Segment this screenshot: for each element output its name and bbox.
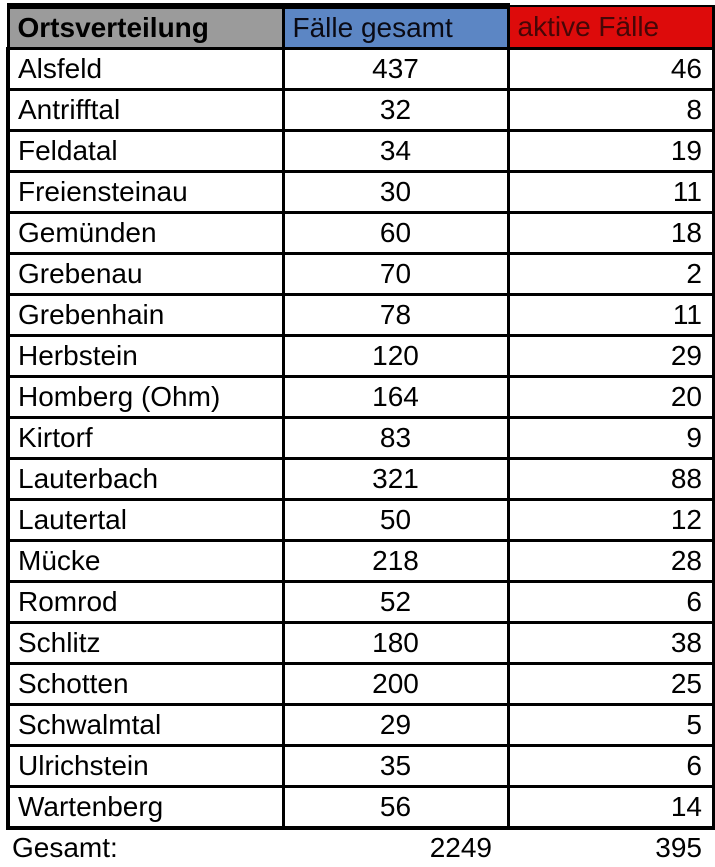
active-cases-cell: 38 [506,621,715,665]
total-cases-cell: 35 [281,744,510,788]
active-cases-cell: 12 [506,498,715,542]
total-cases-cell: 164 [281,375,510,419]
total-cases-cell: 180 [281,621,510,665]
municipality-cell: Lauterbach [6,457,285,501]
table-row: Grebenhain 78 11 [6,293,715,337]
table-row: Homberg (Ohm) 164 20 [6,375,715,419]
table-row: Mücke 218 28 [6,539,715,583]
total-cases-cell: 437 [281,47,510,91]
municipality-cell: Schotten [6,662,285,706]
active-cases-cell: 29 [506,334,715,378]
total-cases-cell: 56 [281,785,510,830]
total-cases-cell: 321 [281,457,510,501]
active-cases-cell: 5 [506,703,715,747]
municipality-cell: Herbstein [6,334,285,378]
total-cases-cell: 50 [281,498,510,542]
active-cases-cell: 6 [506,744,715,788]
active-cases-cell: 9 [506,416,715,460]
active-cases-cell: 6 [506,580,715,624]
municipality-cell: Wartenberg [6,785,285,830]
municipality-cell: Grebenhain [6,293,285,337]
municipality-cell: Antrifftal [6,88,285,132]
total-cases-cell: 70 [281,252,510,296]
table-row: Lauterbach 321 88 [6,457,715,501]
header-cell-ortsverteilung: Ortsverteilung [6,3,285,50]
total-cases-cell: 29 [281,703,510,747]
table-row: Gemünden 60 18 [6,211,715,255]
active-cases-cell: 2 [506,252,715,296]
table-row: Kirtorf 83 9 [6,416,715,460]
municipality-cell: Lautertal [6,498,285,542]
active-cases-cell: 25 [506,662,715,706]
header-cell-faelle-gesamt: Fälle gesamt [281,3,510,50]
table-row: Schotten 200 25 [6,662,715,706]
totals-total-cases: 2249 [429,831,492,863]
active-cases-cell: 20 [506,375,715,419]
municipality-cell: Kirtorf [6,416,285,460]
table-row: Romrod 52 6 [6,580,715,624]
active-cases-cell: 88 [506,457,715,501]
total-cases-cell: 52 [281,580,510,624]
total-cases-cell: 200 [281,662,510,706]
municipality-cell: Mücke [6,539,285,583]
table-row: Herbstein 120 29 [6,334,715,378]
totals-row: Gesamt: 2249 395 [0,828,715,867]
total-cases-cell: 218 [281,539,510,583]
header-row: Ortsverteilung Fälle gesamt aktive Fälle [6,3,715,50]
active-cases-cell: 46 [506,47,715,91]
table-row: Wartenberg 56 14 [6,785,715,830]
active-cases-cell: 11 [506,293,715,337]
municipality-cell: Gemünden [6,211,285,255]
total-cases-cell: 120 [281,334,510,378]
municipality-cell: Schlitz [6,621,285,665]
active-cases-cell: 19 [506,129,715,173]
total-cases-cell: 78 [281,293,510,337]
active-cases-cell: 14 [506,785,715,830]
table-row: Feldatal 34 19 [6,129,715,173]
table-row: Grebenau 70 2 [6,252,715,296]
totals-label: Gesamt: [12,831,118,863]
totals-active-cases: 395 [655,831,702,863]
municipality-cell: Feldatal [6,129,285,173]
active-cases-cell: 28 [506,539,715,583]
municipality-cell: Grebenau [6,252,285,296]
active-cases-cell: 8 [506,88,715,132]
table-row: Schwalmtal 29 5 [6,703,715,747]
total-cases-cell: 83 [281,416,510,460]
table-row: Freiensteinau 30 11 [6,170,715,214]
municipality-cell: Alsfeld [6,47,285,91]
header-cell-aktive-faelle: aktive Fälle [506,5,715,50]
active-cases-cell: 18 [506,211,715,255]
table-row: Ulrichstein 35 6 [6,744,715,788]
municipality-cell: Romrod [6,580,285,624]
active-cases-cell: 11 [506,170,715,214]
table-row: Schlitz 180 38 [6,621,715,665]
total-cases-cell: 32 [281,88,510,132]
total-cases-cell: 34 [281,129,510,173]
table-row: Lautertal 50 12 [6,498,715,542]
table-row: Antrifftal 32 8 [6,88,715,132]
total-cases-cell: 60 [281,211,510,255]
municipality-cell: Schwalmtal [6,703,285,747]
total-cases-cell: 30 [281,170,510,214]
municipality-cell: Homberg (Ohm) [6,375,285,419]
municipality-cell: Freiensteinau [6,170,285,214]
cases-distribution-table: Ortsverteilung Fälle gesamt aktive Fälle… [6,3,715,830]
table-row: Alsfeld 437 46 [6,47,715,91]
municipality-cell: Ulrichstein [6,744,285,788]
